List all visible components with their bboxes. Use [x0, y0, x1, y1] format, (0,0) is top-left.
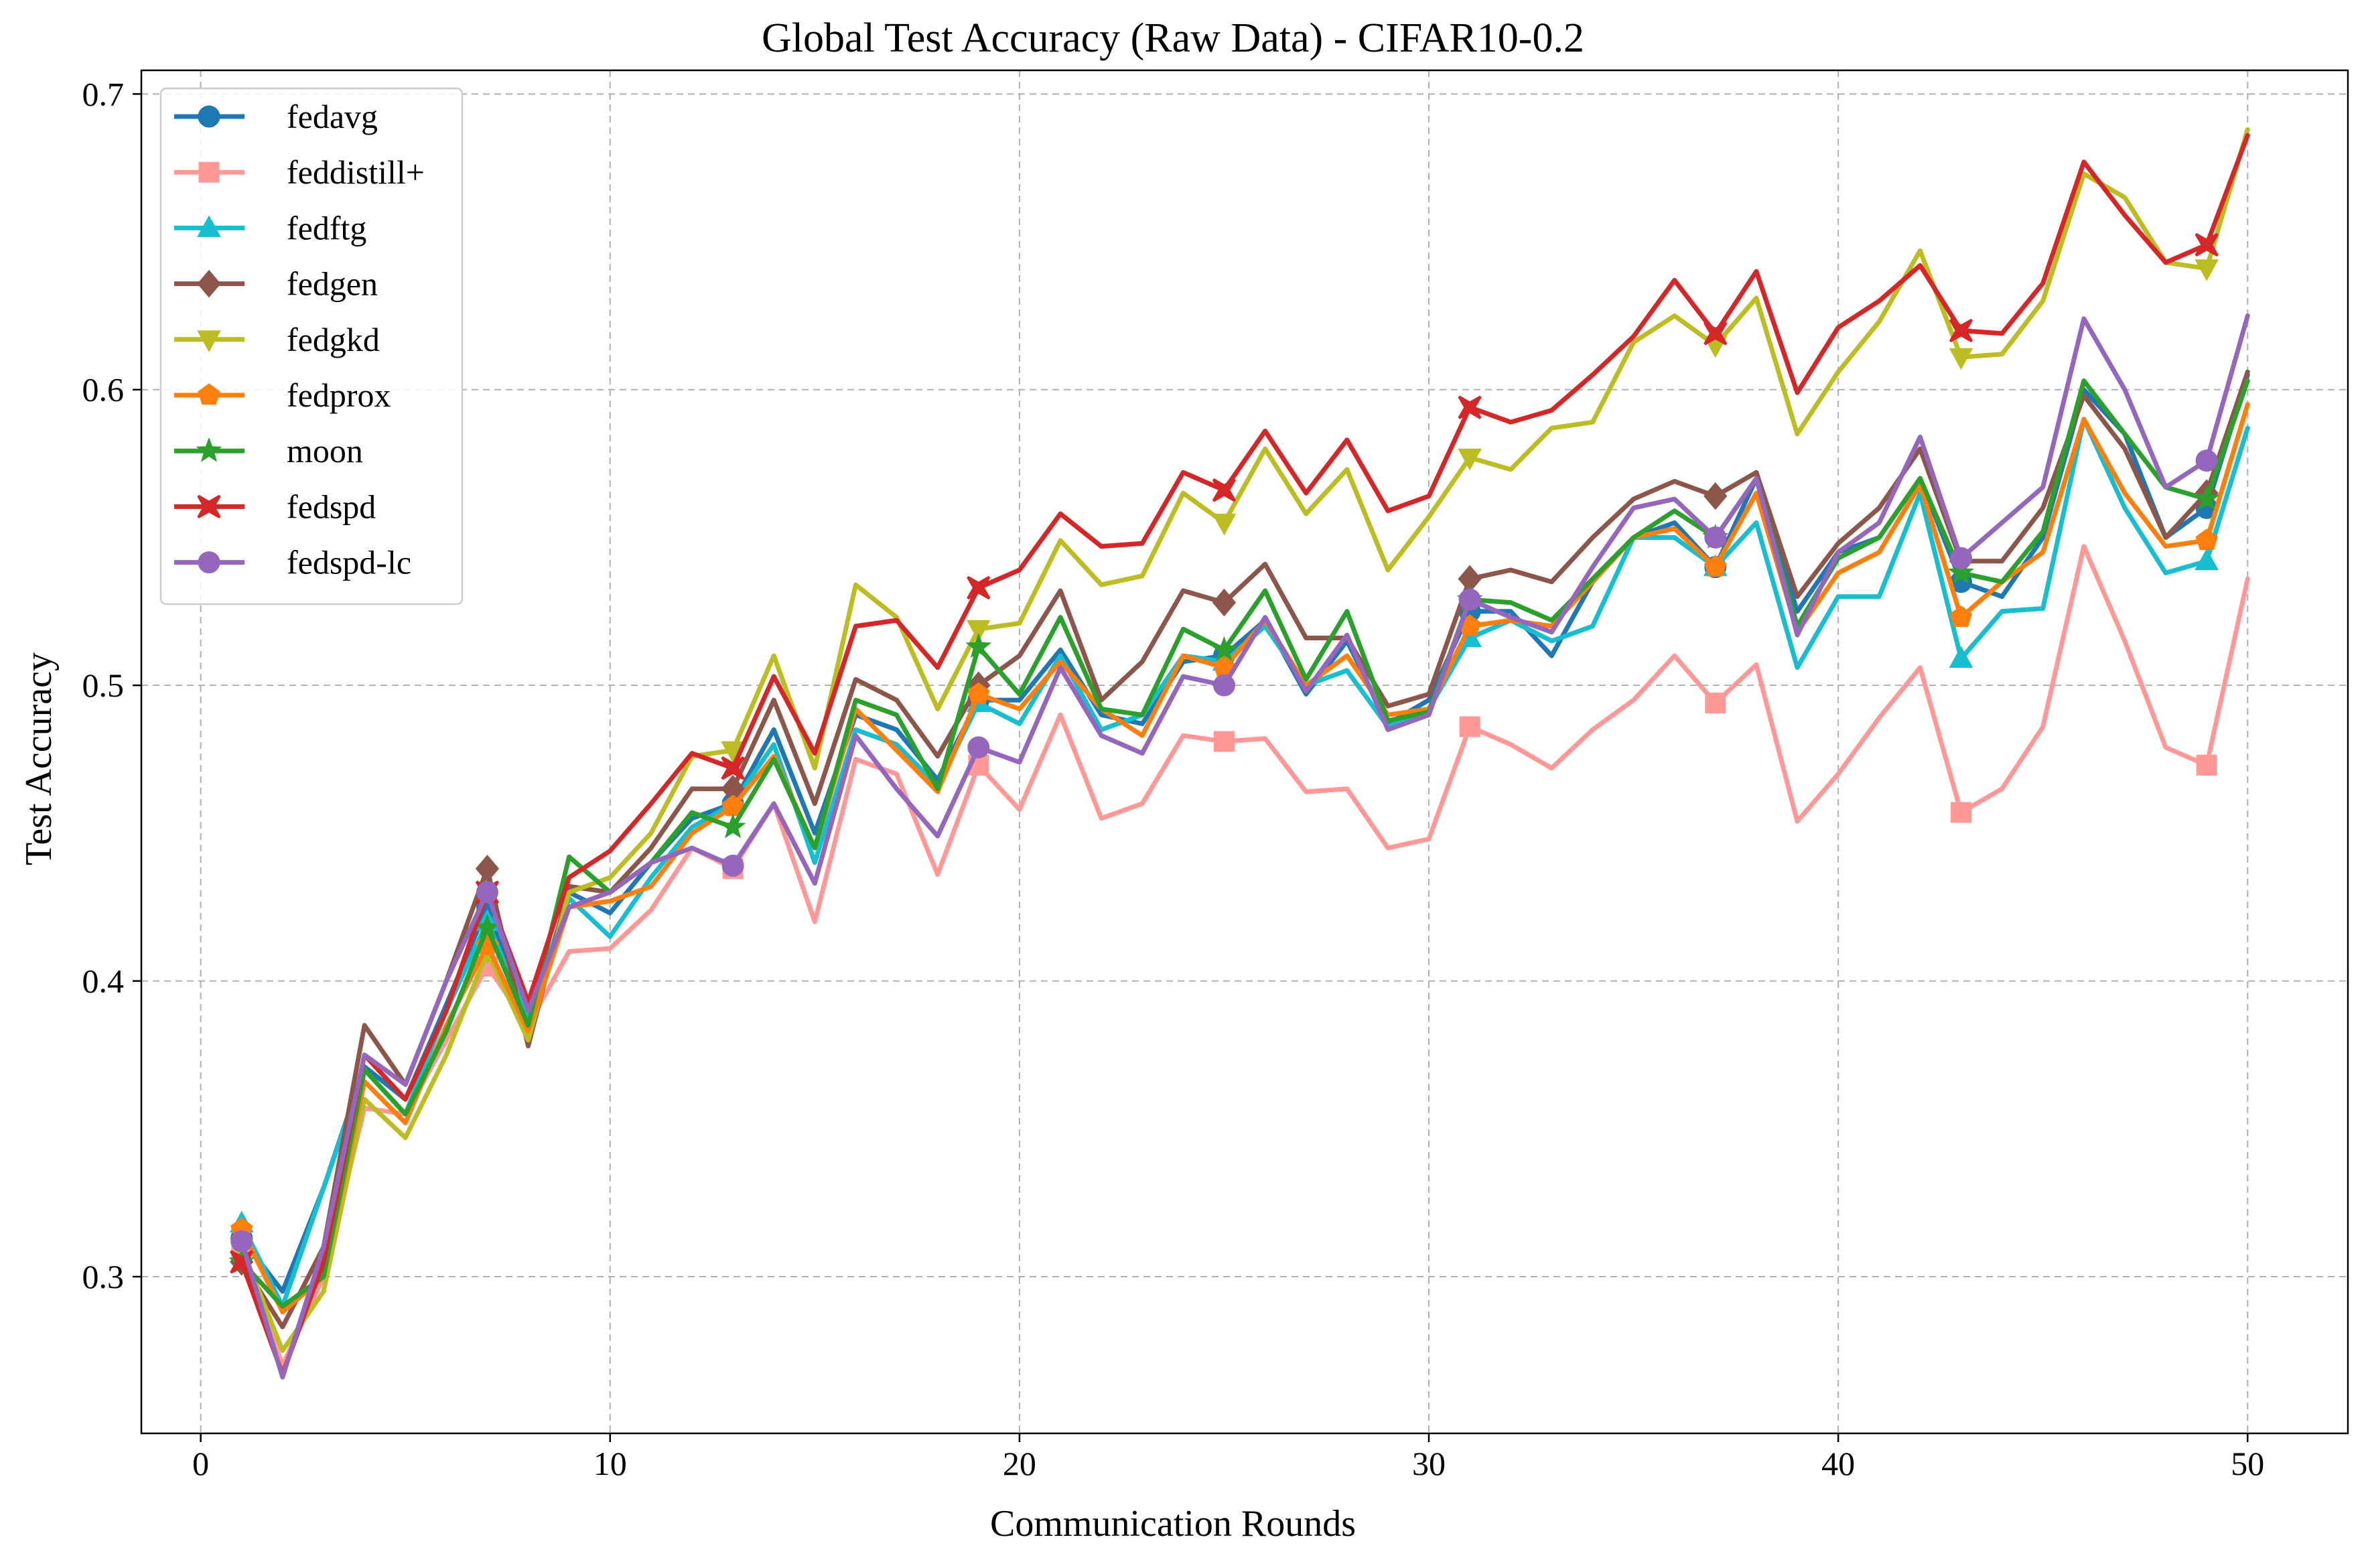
series-line-moon [239, 378, 2250, 1309]
legend-label: fedavg [287, 98, 378, 135]
legend-label: fedspd-lc [287, 544, 411, 581]
x-tick-label: 20 [1003, 1445, 1036, 1482]
x-tick-label: 50 [2231, 1445, 2264, 1482]
data-point-fedspd [1949, 318, 1973, 343]
data-point-fedgkd [966, 620, 991, 642]
data-point-feddistill [1459, 716, 1480, 737]
data-point-feddistill [1705, 693, 1726, 714]
legend-swatch-marker [198, 383, 220, 405]
y-tick-label: 0.4 [82, 963, 125, 1000]
data-point-fedgen [1212, 588, 1237, 617]
axis-layer: 0 10 20 30 40 50 0.3 0.4 0.5 0.6 0.7 [82, 75, 2265, 1482]
legend-swatch-marker [198, 105, 220, 128]
data-point-fedspd-lc [1212, 674, 1235, 697]
data-point-feddistill [1950, 802, 1971, 823]
data-point-fedprox [1704, 555, 1727, 577]
legend-swatch-marker [198, 161, 220, 183]
data-point-moon [1211, 636, 1237, 661]
legend-label: fedprox [287, 376, 391, 414]
data-point-fedgkd [2195, 259, 2219, 281]
data-point-fedspd-lc [476, 881, 498, 904]
legend-swatch-marker [197, 269, 221, 298]
legend-item-fedprox: fedprox [174, 376, 391, 414]
legend-label: fedspd [287, 488, 376, 525]
data-point-fedspd-lc [1458, 588, 1481, 611]
legend-item-fedgkd: fedgkd [174, 321, 380, 358]
data-point-fedftg [1949, 646, 1973, 668]
data-point-fedspd-lc [1704, 526, 1727, 549]
legend: fedavg feddistill+ fedftg fedgen fedgkd fedpr… [159, 87, 464, 605]
data-point-fedspd [1212, 478, 1237, 502]
legend-item-fedspd-lc: fedspd-lc [174, 544, 411, 581]
x-tick-label: 0 [192, 1445, 209, 1482]
legend-item-fedspd: fedspd [174, 488, 376, 525]
data-point-fedspd-lc [721, 854, 744, 877]
series-line-fedspd [239, 133, 2250, 1377]
plot-frame [140, 69, 2349, 1435]
legend-swatch-marker [197, 215, 221, 237]
data-point-fedspd-lc [1949, 547, 1972, 569]
legend-item-fedgen: fedgen [174, 265, 378, 303]
data-point-fedspd [1703, 322, 1728, 346]
legend-box [159, 87, 464, 605]
y-axis-label: Test Accuracy [18, 652, 60, 865]
legend-item-fedavg: fedavg [174, 98, 378, 135]
y-tick-label: 0.7 [82, 75, 125, 113]
data-point-fedgkd [1458, 448, 1482, 471]
data-point-fedspd [2195, 232, 2219, 257]
series-fedspd-lc [230, 313, 2250, 1380]
x-tick-label: 10 [594, 1445, 627, 1482]
data-point-fedgkd [1212, 513, 1237, 536]
legend-swatch-marker [196, 437, 222, 462]
data-point-fedspd [721, 756, 745, 780]
data-point-fedspd-lc [230, 1230, 253, 1253]
data-point-fedgkd [1949, 348, 1973, 370]
data-point-fedspd [967, 575, 991, 600]
legend-item-feddistill: feddistill+ [174, 153, 425, 191]
x-tick-label: 30 [1412, 1445, 1446, 1482]
data-point-fedprox [967, 682, 990, 704]
legend-item-fedftg: fedftg [174, 209, 366, 246]
series-line-fedspd-lc [239, 313, 2250, 1380]
y-tick-label: 0.3 [82, 1258, 125, 1295]
data-point-fedftg [2195, 548, 2219, 571]
data-point-fedspd [1458, 395, 1482, 419]
data-point-fedgen [1703, 482, 1728, 510]
legend-label: moon [287, 432, 363, 470]
data-point-moon [1948, 559, 1974, 584]
y-tick-label: 0.6 [82, 371, 125, 409]
data-point-fedspd-lc [967, 736, 990, 759]
legend-swatch-marker [198, 551, 220, 574]
legend-label: fedftg [287, 209, 366, 246]
data-point-moon [2193, 485, 2220, 510]
data-point-fedprox [1949, 605, 1973, 627]
data-point-moon [965, 633, 992, 658]
series-line-fedgkd [239, 127, 2250, 1353]
x-tick-label: 40 [1821, 1445, 1855, 1482]
legend-swatch-marker [197, 494, 221, 519]
legend-item-moon: moon [174, 432, 363, 470]
y-tick-label: 0.5 [82, 666, 125, 704]
legend-label: feddistill+ [287, 153, 425, 191]
data-point-fedspd-lc [2195, 449, 2218, 472]
legend-label: fedgkd [287, 321, 380, 358]
data-point-feddistill [1213, 731, 1235, 752]
series-layer [228, 127, 2250, 1380]
legend-label: fedgen [287, 265, 378, 303]
data-point-feddistill [2196, 754, 2217, 776]
legend-swatch-marker [197, 330, 221, 352]
series-line-feddistill [239, 544, 2250, 1368]
x-axis-label: Communication Rounds [990, 1503, 1356, 1545]
data-point-fedprox [2195, 528, 2218, 551]
data-point-moon [719, 813, 746, 839]
chart-title: Global Test Accuracy (Raw Data) - CIFAR1… [762, 15, 1584, 61]
